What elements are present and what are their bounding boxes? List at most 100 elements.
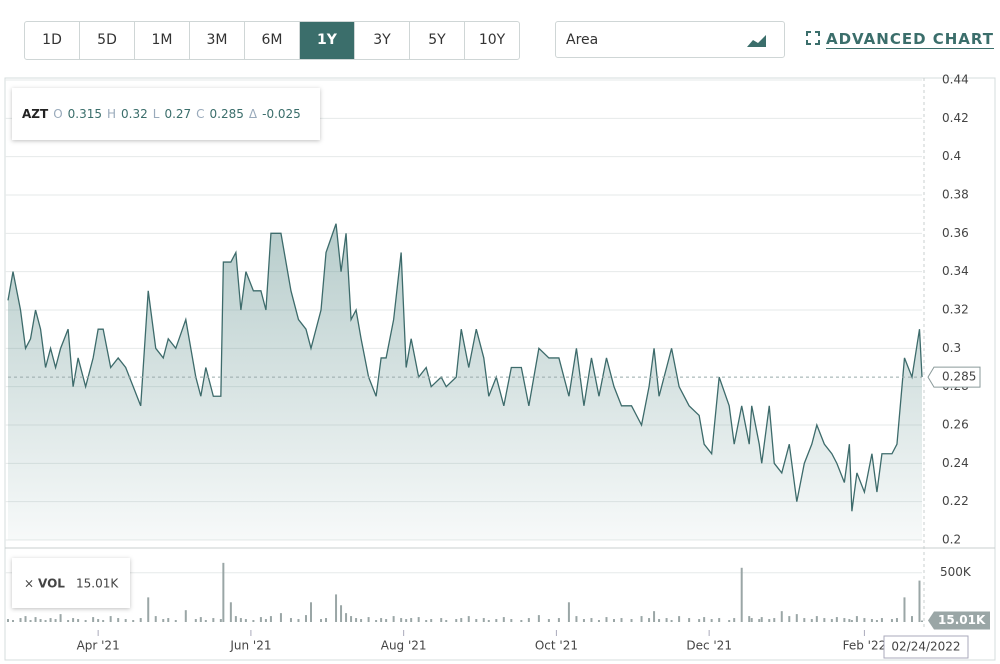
volume-bar [773,618,776,622]
volume-bar [385,619,388,622]
volume-bar [880,618,883,622]
volume-bar [640,616,643,622]
volume-bar [239,618,242,622]
range-button[interactable]: 1Y [300,22,355,59]
volume-bar [750,618,753,622]
volume-bar [875,620,878,622]
volume-bar [309,602,312,622]
volume-bar [174,620,177,622]
volume-bar [350,616,353,622]
volume-bar [7,619,9,622]
range-button[interactable]: 3Y [355,22,410,59]
range-button[interactable]: 6M [245,22,300,59]
date-tag [883,635,969,659]
ohlc-item: L [153,107,160,121]
volume-bar [375,620,378,622]
volume-bar [244,619,247,622]
volume-bar [870,619,873,622]
volume-bar [921,620,923,622]
volume-bar [863,618,866,622]
chart-frame [4,77,996,661]
range-toolbar: 1D 5D 1M 3M 6M 1Y 3Y 5Y 10Y [24,21,520,60]
volume-bar [345,613,348,622]
volume-bar [410,618,413,622]
volume-bar [830,619,833,622]
volume-bar [234,616,237,622]
volume-bar [605,617,608,622]
volume-bar [740,567,743,622]
volume-bar [803,618,806,622]
volume-bar [788,616,791,622]
volume-bar [502,617,505,622]
volume-bar [575,616,578,622]
volume-bar [204,620,207,622]
volume-bar [823,618,826,622]
y-tick-label: 0.24 [942,456,969,470]
volume-bar [162,619,165,622]
range-button[interactable]: 3M [190,22,245,59]
volume-bar [527,618,530,622]
volume-bar [289,618,292,622]
volume-bar [890,619,893,622]
range-button[interactable]: 1D [25,22,80,59]
y-tick-label: 0.4 [942,149,961,163]
volume-tag-label: 15.01K [938,613,986,627]
volume-bar [768,619,771,622]
volume-bar [733,618,736,622]
volume-bar [780,611,783,622]
x-tick-label: Aug '21 [381,639,427,653]
vol-value: 15.01K [76,577,119,591]
volume-bar [430,619,433,622]
range-button[interactable]: 5D [80,22,135,59]
y-tick-label: 0.22 [942,494,969,508]
range-button[interactable]: 10Y [478,32,506,48]
volume-bar [760,617,763,622]
ohlc-item: 0.27 [164,107,191,121]
y-tick-label: 0.32 [942,303,969,317]
volume-bar [212,618,215,622]
volume-bar [34,617,37,622]
volume-bar [380,618,383,622]
volume-bar [910,616,913,622]
volume-bar [658,619,661,622]
vol-name: VOL [38,577,65,591]
volume-bar [320,619,323,622]
volume-bar [670,620,673,622]
vol-box [12,558,130,608]
ohlc-item: AZT [22,107,49,121]
volume-bar [648,618,651,622]
price-line [7,223,923,512]
volume-bar [475,619,478,622]
range-button[interactable]: 5Y [410,22,465,59]
x-tick-label: Apr '21 [77,639,120,653]
ohlc-item: 0.315 [68,107,102,121]
volume-bar [184,610,187,622]
y-tick-label: 0.36 [942,226,969,240]
volume-bar [39,619,42,622]
ohlc-box [12,88,320,140]
ohlc-item: H [107,107,116,121]
volume-bar [360,619,363,622]
ohlc-item: Δ [249,107,258,121]
range-button[interactable]: 1M [135,22,190,59]
chart-type-select[interactable]: Area [555,21,785,58]
volume-bar [653,611,656,622]
volume-bar [590,618,593,622]
volume-bar [665,618,668,622]
volume-bar [269,616,272,622]
volume-bar [355,618,358,622]
advanced-chart-link[interactable]: ADVANCED CHART [806,30,995,49]
x-tick-label: Jun '21 [229,639,271,653]
ohlc-item: O [53,107,62,121]
volume-bar [495,619,498,622]
volume-bar [597,620,600,622]
volume-bar [710,619,713,622]
area-icon [747,35,766,47]
volume-bar [703,617,706,622]
volume-bar [29,620,32,622]
volume-bar [19,618,22,622]
volume-bar [44,620,47,622]
volume-bar [367,617,370,622]
x-tick-label: Dec '21 [686,639,732,653]
